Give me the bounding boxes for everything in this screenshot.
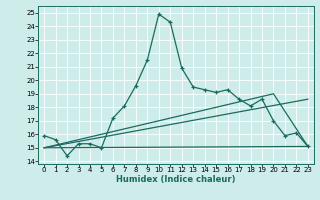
X-axis label: Humidex (Indice chaleur): Humidex (Indice chaleur) — [116, 175, 236, 184]
